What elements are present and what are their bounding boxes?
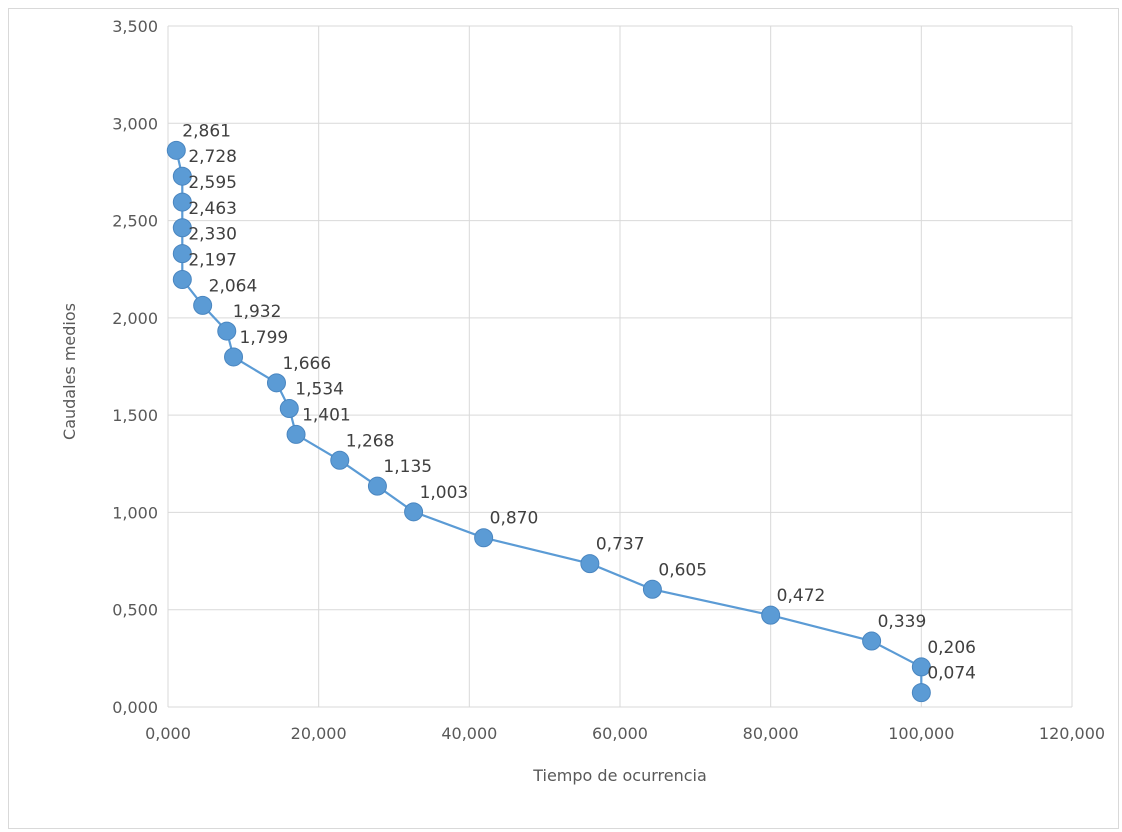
data-point xyxy=(761,605,781,625)
data-point xyxy=(474,528,494,548)
y-axis-title: Caudales medios xyxy=(60,303,79,440)
data-label: 2,728 xyxy=(188,147,237,167)
data-markers xyxy=(166,140,931,703)
data-point xyxy=(279,399,299,419)
data-label: 1,268 xyxy=(346,431,395,451)
data-point xyxy=(911,683,931,703)
data-point xyxy=(580,554,600,574)
data-point xyxy=(166,140,186,160)
series-line xyxy=(175,150,923,693)
x-tick-label: 100,000 xyxy=(888,724,954,743)
data-point xyxy=(286,424,306,444)
data-labels: 2,861 2,728 2,595 2,463 2,330 2,197 2,064 1,932… xyxy=(182,121,976,683)
data-point xyxy=(172,218,192,238)
data-label: 2,463 xyxy=(188,199,237,219)
data-label: 0,206 xyxy=(927,638,976,658)
gridlines xyxy=(167,25,1073,708)
data-label: 0,074 xyxy=(927,664,976,684)
data-label: 1,799 xyxy=(240,328,289,348)
x-axis-title: Tiempo de ocurrencia xyxy=(532,766,707,785)
data-point xyxy=(224,347,244,367)
data-label: 0,870 xyxy=(490,509,539,529)
data-label: 1,135 xyxy=(383,457,432,477)
y-tick-label: 0,500 xyxy=(112,601,158,620)
x-tick-label: 0,000 xyxy=(145,724,191,743)
data-label: 2,595 xyxy=(188,173,237,193)
data-point xyxy=(172,244,192,264)
data-point xyxy=(330,450,350,470)
data-label: 0,605 xyxy=(658,560,707,580)
y-tick-label: 1,500 xyxy=(112,406,158,425)
data-label: 2,861 xyxy=(182,121,231,141)
y-tick-label: 2,000 xyxy=(112,309,158,328)
chart-area: 0,000 20,000 40,000 60,000 80,000 100,000 120,… xyxy=(8,8,1119,829)
data-label: 1,401 xyxy=(302,405,351,425)
x-tick-labels: 0,000 20,000 40,000 60,000 80,000 100,000 120,… xyxy=(145,724,1105,743)
data-point xyxy=(642,579,662,599)
data-label: 0,737 xyxy=(596,535,645,555)
y-tick-labels: 0,000 0,500 1,000 1,500 2,000 2,500 3,000 3,500 xyxy=(112,17,158,717)
data-label: 0,472 xyxy=(777,586,826,606)
data-label: 1,534 xyxy=(295,380,344,400)
data-point xyxy=(172,270,192,290)
chart-svg: 0,000 20,000 40,000 60,000 80,000 100,000 120,… xyxy=(60,17,1105,785)
y-tick-label: 1,000 xyxy=(112,503,158,522)
y-tick-label: 3,500 xyxy=(112,17,158,36)
x-tick-label: 60,000 xyxy=(592,724,648,743)
data-label: 2,330 xyxy=(188,225,237,245)
x-tick-label: 40,000 xyxy=(441,724,497,743)
x-tick-label: 20,000 xyxy=(291,724,347,743)
data-label: 1,666 xyxy=(282,354,331,374)
x-tick-label: 120,000 xyxy=(1039,724,1105,743)
data-point xyxy=(217,321,237,341)
y-tick-label: 3,000 xyxy=(112,114,158,133)
x-tick-label: 80,000 xyxy=(743,724,799,743)
data-label: 1,932 xyxy=(233,302,282,322)
data-point xyxy=(911,657,931,677)
data-point xyxy=(404,502,424,522)
y-tick-label: 2,500 xyxy=(112,212,158,231)
data-point xyxy=(862,631,882,651)
data-point xyxy=(172,192,192,212)
data-label: 2,197 xyxy=(188,251,237,271)
data-point xyxy=(172,166,192,186)
data-point xyxy=(266,373,286,393)
data-label: 1,003 xyxy=(420,483,469,503)
data-point xyxy=(193,295,213,315)
data-label: 0,339 xyxy=(878,612,927,632)
y-tick-label: 0,000 xyxy=(112,698,158,717)
data-point xyxy=(367,476,387,496)
data-label: 2,064 xyxy=(209,276,258,296)
